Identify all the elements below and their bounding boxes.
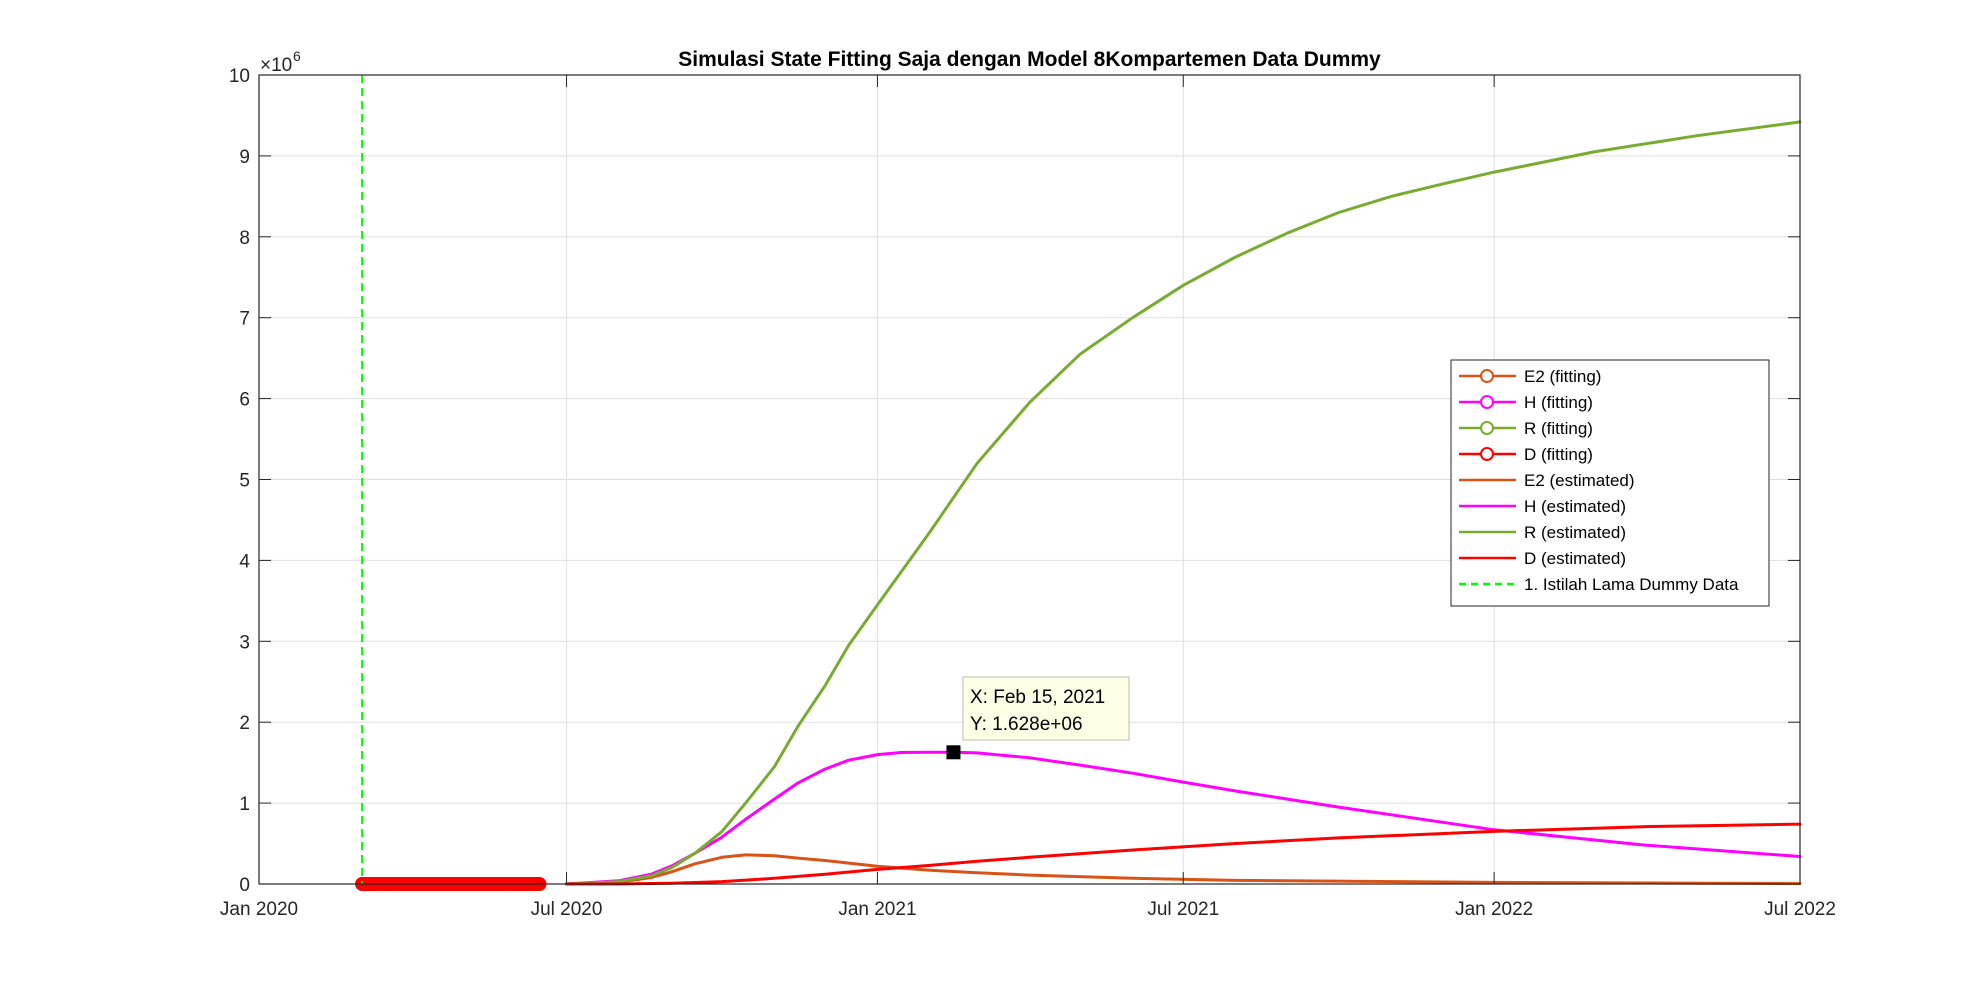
- y-tick-label: 0: [239, 875, 250, 896]
- y-tick-label: 5: [239, 471, 250, 492]
- x-tick-label: Jul 2020: [531, 899, 603, 920]
- y-tick-label: 1: [239, 794, 250, 815]
- y-tick-label: 3: [239, 632, 250, 653]
- legend-label-4: E2 (estimated): [1524, 471, 1635, 490]
- legend-label-7: D (estimated): [1524, 549, 1626, 568]
- datatip-marker[interactable]: [946, 745, 961, 760]
- chart-title: Simulasi State Fitting Saja dengan Model…: [678, 48, 1381, 71]
- x-tick-label: Jul 2021: [1147, 899, 1219, 920]
- legend-marker-0: [1480, 369, 1494, 383]
- x-tick-label: Jan 2020: [220, 899, 298, 920]
- legend-label-0: E2 (fitting): [1524, 367, 1601, 386]
- series-line-r-estimated: [565, 120, 1802, 886]
- legend-label-8: 1. Istilah Lama Dummy Data: [1524, 575, 1739, 594]
- y-tick-label: 2: [239, 713, 250, 734]
- datatip-x-text: X: Feb 15, 2021: [970, 687, 1105, 708]
- y-exponent-power: 6: [293, 48, 301, 64]
- series-line-e2-estimated: [565, 853, 1802, 886]
- plot-area: Jan 2020 Jul 2020 Jan 2021 Jul 2021 Jan 2022…: [220, 48, 1836, 920]
- x-tick-label: Jan 2021: [838, 899, 916, 920]
- legend-label-1: H (fitting): [1524, 393, 1593, 412]
- y-tick-label: 6: [239, 390, 250, 411]
- y-tick-label: 7: [239, 309, 250, 330]
- legend-marker-1: [1480, 395, 1494, 409]
- datatip-box[interactable]: [962, 676, 1130, 741]
- y-tick-label: 10: [229, 66, 250, 87]
- series-line-d-estimated: [565, 822, 1802, 886]
- y-tick-label: 9: [239, 147, 250, 168]
- x-tick-label: Jul 2022: [1764, 899, 1836, 920]
- x-tick-label: Jan 2022: [1455, 899, 1533, 920]
- y-tick-label: 4: [239, 551, 250, 572]
- datatip-y-text: Y: 1.628e+06: [970, 714, 1083, 735]
- legend-label-3: D (fitting): [1524, 445, 1593, 464]
- legend-marker-3: [1480, 447, 1494, 461]
- legend-label-6: R (estimated): [1524, 523, 1626, 542]
- legend-label-5: H (estimated): [1524, 497, 1626, 516]
- y-exponent-label: ×10: [260, 55, 292, 76]
- y-tick-label: 8: [239, 228, 250, 249]
- legend-label-2: R (fitting): [1524, 419, 1593, 438]
- legend-marker-2: [1480, 421, 1494, 435]
